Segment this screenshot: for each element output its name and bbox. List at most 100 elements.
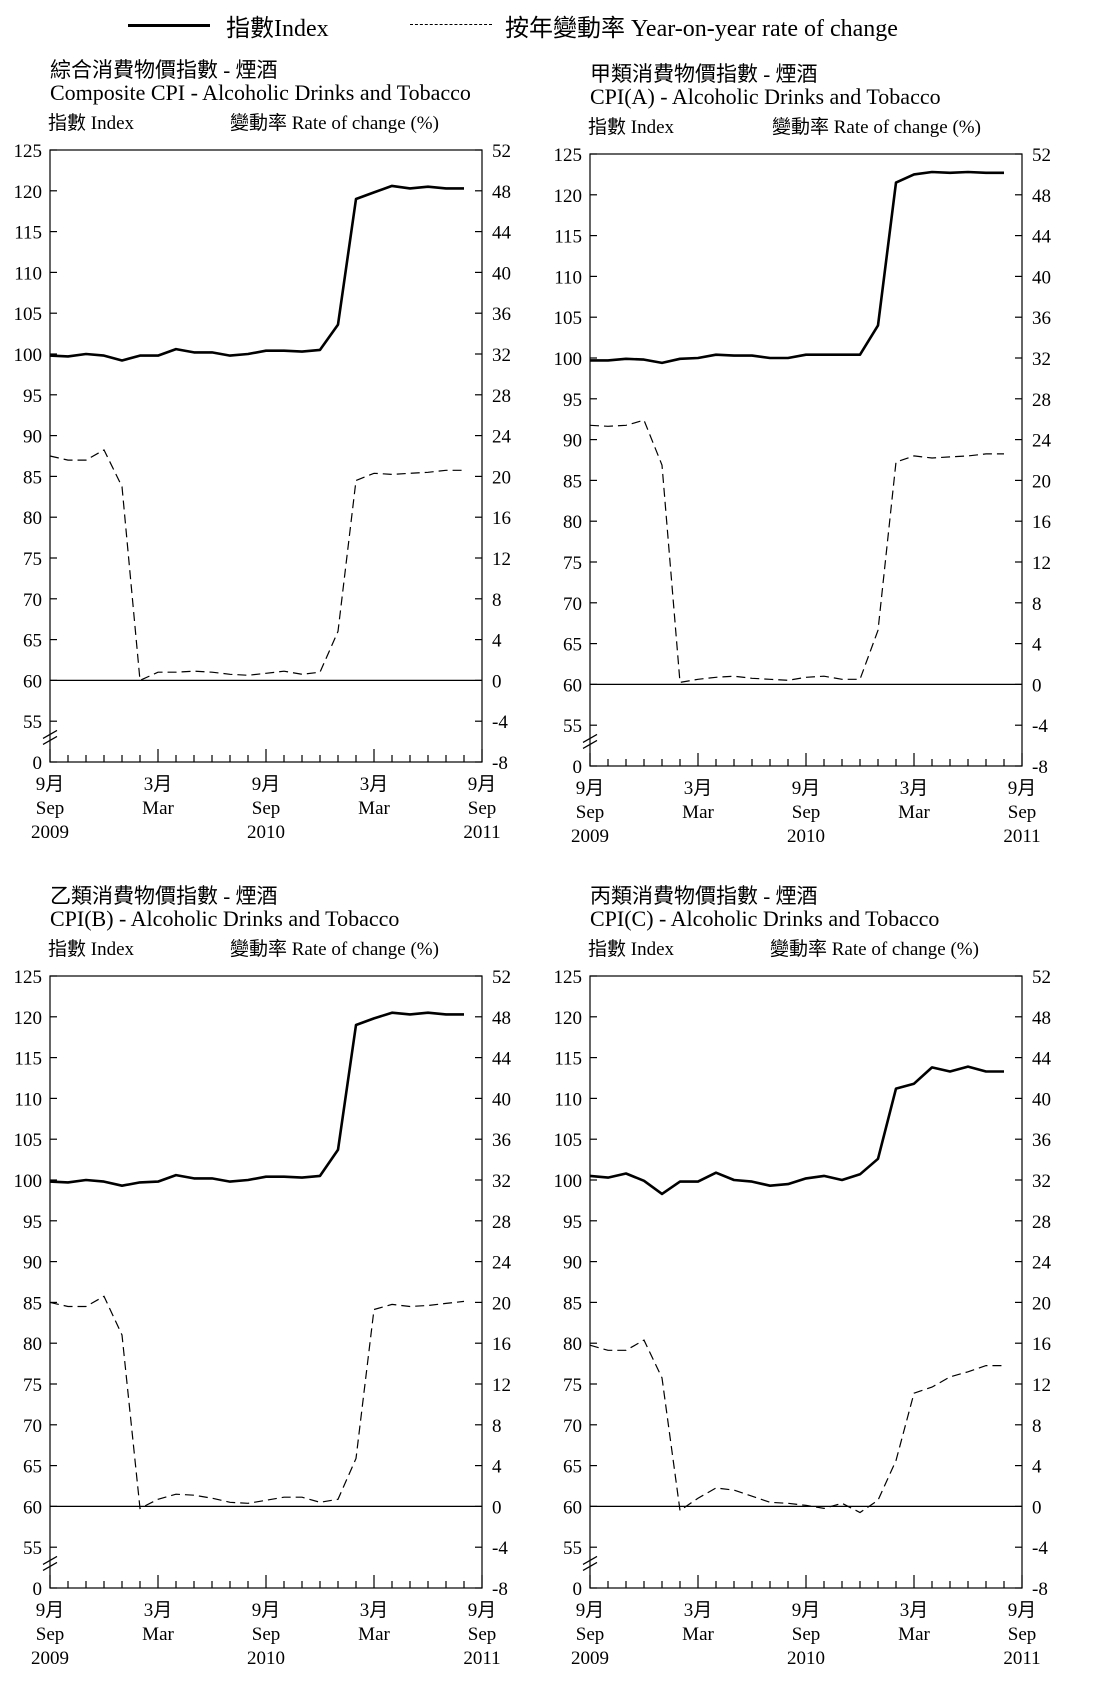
right-axis-label: 變動率 Rate of change (%) (772, 117, 981, 138)
left-axis-label: 指數 Index (48, 113, 135, 134)
right-tick-label: 12 (492, 549, 511, 570)
x-tick-label-zh: 3月 (684, 778, 713, 799)
x-tick-label-zh: 9月 (792, 778, 821, 799)
right-tick-label: 20 (1032, 1293, 1051, 1314)
left-tick-label: 115 (14, 223, 42, 244)
left-tick-label: 100 (554, 1171, 583, 1192)
right-tick-label: 24 (1032, 431, 1052, 452)
left-tick-label: 0 (33, 753, 43, 774)
x-tick-label-year: 2011 (1003, 826, 1040, 847)
left-tick-label: 60 (23, 671, 42, 692)
x-tick-label-en: Mar (682, 802, 714, 823)
right-tick-label: 48 (1032, 1008, 1051, 1029)
left-tick-label: 125 (14, 967, 43, 988)
right-tick-label: 48 (492, 1008, 511, 1029)
chart-cpi-b: 乙類消費物價指數 - 煙酒 CPI(B) - Alcoholic Drinks … (0, 878, 550, 1708)
right-tick-label: 32 (1032, 1171, 1051, 1192)
left-tick-label: 60 (563, 675, 582, 696)
x-tick-label-en: Sep (468, 1624, 497, 1645)
x-tick-label-zh: 3月 (900, 778, 929, 799)
x-tick-label-zh: 9月 (252, 774, 281, 795)
left-tick-label: 90 (563, 1253, 582, 1274)
left-tick-label: 85 (563, 1293, 582, 1314)
x-tick-label-zh: 3月 (360, 1600, 389, 1621)
series-rate-line (589, 1339, 1004, 1514)
right-tick-label: 16 (1032, 512, 1051, 533)
right-tick-label: 52 (1032, 145, 1051, 166)
series-rate-line (49, 1295, 465, 1510)
x-tick-label-zh: 9月 (792, 1600, 821, 1621)
left-tick-label: 120 (554, 1008, 583, 1029)
left-tick-label: 55 (563, 716, 582, 737)
right-tick-label: 0 (492, 1497, 502, 1518)
axis-break-mark (42, 1555, 58, 1565)
x-tick-label-en: Sep (576, 1624, 605, 1645)
right-tick-label: 8 (1032, 594, 1042, 615)
chart-title-zh: 乙類消費物價指數 - 煙酒 (50, 884, 278, 908)
chart-composite-cpi: 綜合消費物價指數 - 煙酒 Composite CPI - Alcoholic … (0, 52, 550, 882)
x-tick-label-en: Sep (36, 798, 65, 819)
right-tick-label: 36 (1032, 1130, 1051, 1151)
chart-plot: 1251201151101051009590858075706560550524… (14, 141, 512, 843)
left-tick-label: 125 (554, 145, 583, 166)
x-tick-label-zh: 9月 (1008, 778, 1037, 799)
x-tick-label-en: Sep (252, 1624, 281, 1645)
x-tick-label-en: Sep (1008, 1624, 1037, 1645)
left-tick-label: 115 (14, 1049, 42, 1070)
chart-title: CPI(B) - Alcoholic Drinks and Tobacco (50, 906, 400, 931)
right-tick-label: 32 (1032, 349, 1051, 370)
right-tick-label: 52 (492, 141, 511, 162)
left-tick-label: 55 (23, 1538, 42, 1559)
x-tick-label-en: Sep (468, 798, 497, 819)
left-axis-label: 指數 Index (588, 117, 675, 138)
x-tick-label-zh: 3月 (144, 1600, 173, 1621)
left-tick-label: 95 (563, 1212, 582, 1233)
right-tick-label: 0 (1032, 675, 1042, 696)
right-tick-label: 20 (1032, 471, 1051, 492)
chart-title: CPI(C) - Alcoholic Drinks and Tobacco (590, 906, 940, 931)
chart-title-zh: 甲類消費物價指數 - 煙酒 (590, 62, 818, 86)
left-tick-label: 70 (23, 590, 42, 611)
right-axis-label: 變動率 Rate of change (%) (230, 113, 439, 134)
series-index-line (49, 184, 464, 362)
right-tick-label: -4 (1032, 1538, 1048, 1559)
right-tick-label: 36 (492, 1130, 511, 1151)
left-tick-label: 60 (23, 1497, 42, 1518)
left-tick-label: 90 (23, 1253, 42, 1274)
left-tick-label: 105 (554, 308, 583, 329)
left-tick-label: 95 (23, 1212, 42, 1233)
right-tick-label: 0 (1032, 1497, 1042, 1518)
x-tick-label-zh: 9月 (576, 1600, 605, 1621)
chart-cpi-c: 丙類消費物價指數 - 煙酒 CPI(C) - Alcoholic Drinks … (540, 878, 1090, 1708)
series-rate-line (589, 419, 1004, 684)
right-tick-label: 12 (1032, 1375, 1051, 1396)
right-tick-label: 40 (492, 263, 511, 284)
left-tick-label: 80 (563, 512, 582, 533)
chart-title-zh: 綜合消費物價指數 - 煙酒 (50, 58, 278, 82)
x-tick-label-year: 2011 (1003, 1648, 1040, 1669)
right-tick-label: 28 (1032, 1212, 1051, 1233)
legend-rate-swatch (410, 24, 492, 25)
x-tick-label-en: Sep (36, 1624, 65, 1645)
left-tick-label: 65 (23, 631, 42, 652)
right-tick-label: 8 (1032, 1416, 1042, 1437)
right-tick-label: 8 (492, 1416, 502, 1437)
chart-plot: 1251201151101051009590858075706560550524… (554, 967, 1052, 1669)
right-tick-label: 36 (492, 304, 511, 325)
right-tick-label: 4 (492, 1457, 502, 1478)
left-tick-label: 65 (563, 1457, 582, 1478)
legend-index-swatch (128, 24, 210, 27)
right-tick-label: 4 (1032, 635, 1042, 656)
right-tick-label: 40 (492, 1089, 511, 1110)
right-tick-label: 16 (1032, 1334, 1051, 1355)
left-tick-label: 95 (563, 390, 582, 411)
chart-title: Composite CPI - Alcoholic Drinks and Tob… (50, 80, 471, 105)
x-tick-label-year: 2009 (571, 1648, 609, 1669)
left-tick-label: 80 (563, 1334, 582, 1355)
left-tick-label: 85 (563, 471, 582, 492)
x-tick-label-zh: 3月 (900, 1600, 929, 1621)
left-tick-label: 125 (14, 141, 43, 162)
left-tick-label: 0 (33, 1579, 43, 1600)
x-tick-label-zh: 9月 (576, 778, 605, 799)
x-tick-label-en: Mar (358, 798, 390, 819)
